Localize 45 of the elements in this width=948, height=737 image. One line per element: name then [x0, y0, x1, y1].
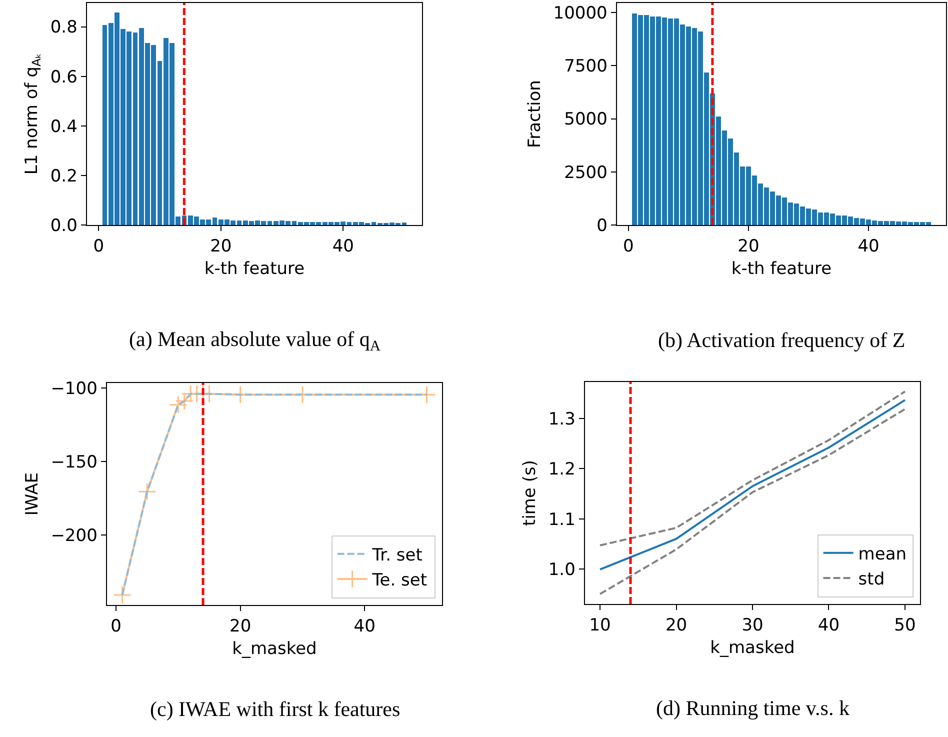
- y-tick-label: 2500: [564, 162, 608, 183]
- x-tick-label: 50: [894, 616, 916, 636]
- text: (b) Activation frequency of Z: [658, 328, 906, 352]
- x-tick-label: 40: [354, 616, 376, 637]
- y-tick-label: 0: [596, 216, 608, 236]
- y-axis-title: Fraction: [524, 80, 545, 148]
- y-tick-label: 0.4: [50, 116, 78, 137]
- text: (c) IWAE with first k features: [150, 697, 400, 721]
- x-tick-label: 40: [858, 236, 880, 257]
- x-tick-label: 20: [738, 236, 760, 257]
- y-axis-title: IWAE: [22, 472, 42, 516]
- x-tick-label: 30: [742, 616, 764, 636]
- legend-label: Tr. set: [371, 546, 423, 566]
- legend-label: mean: [858, 544, 907, 565]
- x-tick-label: 10: [589, 616, 611, 636]
- legend-label: std: [858, 570, 885, 590]
- y-tick-label: 0.6: [50, 67, 78, 88]
- x-axis-title: k-th feature: [204, 258, 305, 279]
- x-tick-label: 0: [622, 236, 634, 257]
- x-tick-label: 40: [818, 616, 840, 636]
- y-tick-label: 0.2: [50, 166, 78, 186]
- y-tick-label: 0.0: [50, 216, 78, 236]
- y-tick-label: 10000: [553, 4, 608, 24]
- text: (d) Running time v.s. k: [656, 696, 850, 720]
- x-tick-label: 40: [332, 236, 354, 257]
- y-tick-label: −150: [50, 452, 98, 472]
- y-tick-label: 5000: [564, 110, 608, 130]
- y-tick-label: 1.1: [548, 510, 576, 530]
- x-tick-label: 20: [210, 236, 232, 257]
- text: (a) Mean absolute value of q$_{A}$: [129, 327, 381, 354]
- y-tick-label: −100: [50, 378, 98, 399]
- x-tick-label: 0: [110, 616, 122, 637]
- x-axis-title: k_masked: [232, 638, 317, 659]
- x-axis-title: k-th feature: [731, 258, 832, 279]
- x-tick-label: 20: [230, 616, 252, 637]
- y-tick-label: 1.3: [548, 410, 576, 430]
- y-axis-title: time (s): [520, 460, 540, 526]
- x-axis-title: k_masked: [710, 638, 795, 658]
- y-tick-label: 7500: [564, 56, 608, 77]
- x-tick-label: 20: [665, 616, 688, 636]
- y-tick-label: 1.0: [548, 560, 576, 580]
- legend-label: Te. set: [371, 570, 428, 591]
- y-tick-label: 0.8: [50, 18, 78, 38]
- y-tick-label: 1.2: [548, 460, 576, 480]
- y-tick-label: −200: [50, 526, 98, 546]
